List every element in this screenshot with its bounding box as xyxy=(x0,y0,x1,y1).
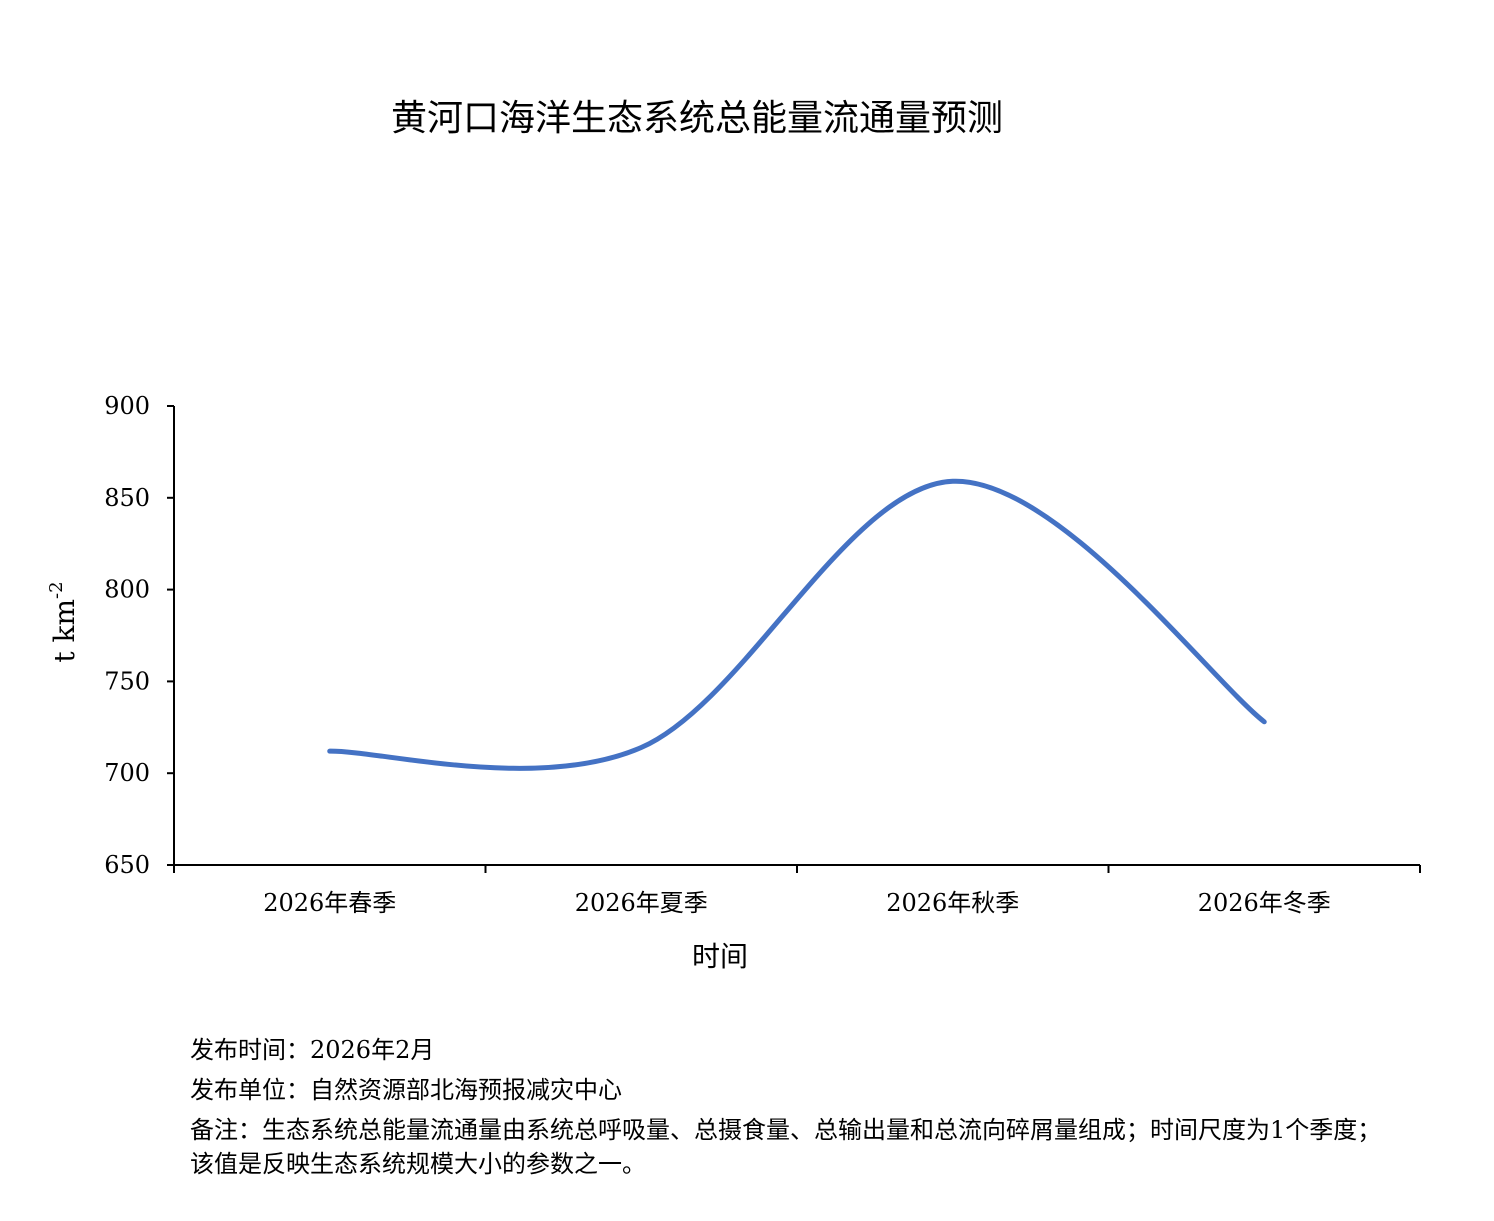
y-tick-label: 900 xyxy=(104,392,150,420)
x-tick-label: 2026年春季 xyxy=(263,889,396,917)
x-tick-label: 2026年冬季 xyxy=(1198,889,1331,917)
x-axis-title: 时间 xyxy=(692,940,748,973)
y-tick-label: 650 xyxy=(104,851,150,879)
chart-title: 黄河口海洋生态系统总能量流通量预测 xyxy=(391,98,1003,139)
release-time: 发布时间：2026年2月 xyxy=(190,1036,435,1064)
line-chart: 黄河口海洋生态系统总能量流通量预测 650 700 750 800 850 900 202… xyxy=(46,98,1421,973)
x-axis: 2026年春季 2026年夏季 2026年秋季 2026年冬季 xyxy=(173,864,1421,917)
plot-area xyxy=(327,478,1267,771)
y-tick-label: 750 xyxy=(104,667,150,695)
y-axis-title: t km-2 xyxy=(46,581,81,662)
y-axis-title-text: t km xyxy=(48,599,81,663)
y-tick-label: 700 xyxy=(104,759,150,787)
y-tick-label: 850 xyxy=(104,484,150,512)
series-line xyxy=(327,478,1267,771)
y-axis: 650 700 750 800 850 900 xyxy=(104,392,175,879)
y-tick-label: 800 xyxy=(104,576,150,604)
footnotes: 发布时间：2026年2月 发布单位：自然资源部北海预报减灾中心 备注：生态系统总… xyxy=(190,1030,1390,1181)
x-tick-label: 2026年夏季 xyxy=(575,889,708,917)
y-axis-title-superscript: -2 xyxy=(46,581,67,599)
remark: 备注：生态系统总能量流通量由系统总呼吸量、总摄食量、总输出量和总流向碎屑量组成；… xyxy=(190,1116,1382,1178)
x-tick-label: 2026年秋季 xyxy=(886,889,1019,917)
publisher: 发布单位：自然资源部北海预报减灾中心 xyxy=(190,1076,622,1104)
